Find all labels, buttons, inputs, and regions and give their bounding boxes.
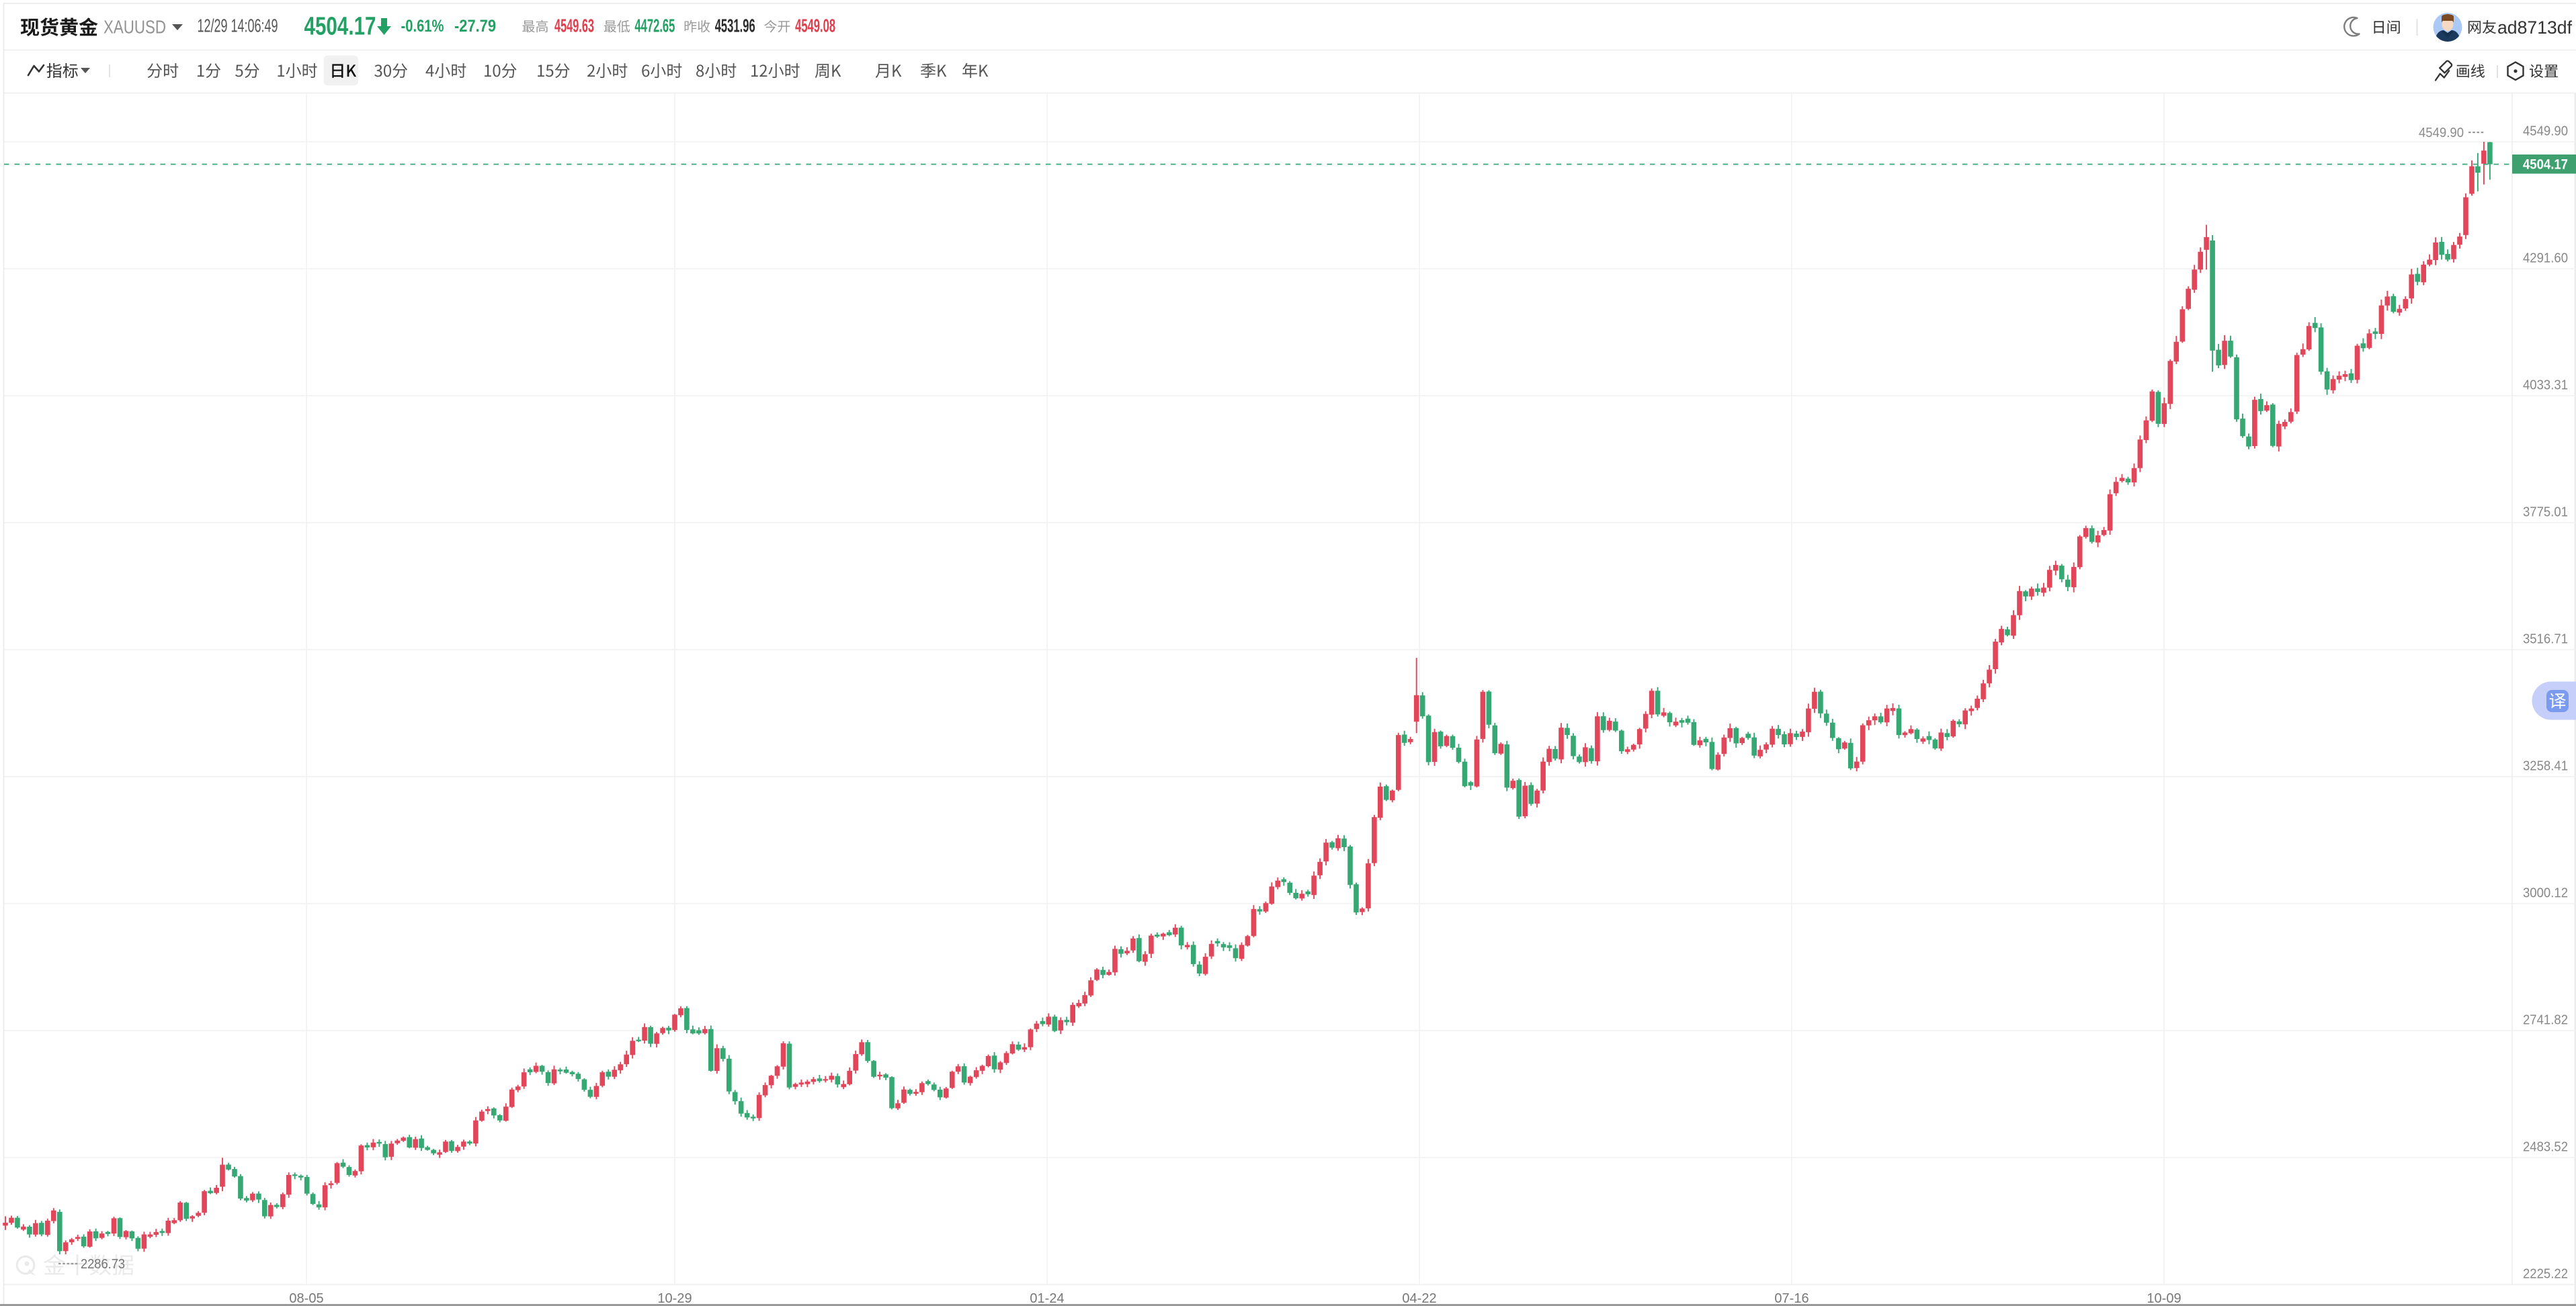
svg-text:2741.82: 2741.82 <box>2523 1013 2568 1028</box>
svg-text:4291.60: 4291.60 <box>2523 251 2568 266</box>
svg-text:-27.79: -27.79 <box>454 17 496 36</box>
svg-text:ad8713df: ad8713df <box>2497 17 2572 38</box>
svg-text:01-24: 01-24 <box>1030 1291 1064 1306</box>
svg-text:4549.90: 4549.90 <box>2523 124 2568 139</box>
svg-text:3775.01: 3775.01 <box>2523 505 2568 520</box>
svg-text:4504.17: 4504.17 <box>2523 157 2568 173</box>
svg-text:4531.96: 4531.96 <box>715 15 755 36</box>
svg-text:4472.65: 4472.65 <box>634 15 675 36</box>
svg-text:04-22: 04-22 <box>1402 1291 1436 1306</box>
svg-text:3000.12: 3000.12 <box>2523 886 2568 901</box>
svg-text:2286.73: 2286.73 <box>81 1257 125 1272</box>
svg-text:10-29: 10-29 <box>657 1291 692 1306</box>
svg-text:-0.61%: -0.61% <box>401 17 444 36</box>
svg-text:07-16: 07-16 <box>1774 1291 1809 1306</box>
svg-text:XAUUSD: XAUUSD <box>103 16 166 37</box>
svg-text:4549.08: 4549.08 <box>795 15 835 36</box>
svg-text:4504.17: 4504.17 <box>304 13 376 41</box>
svg-text:3516.71: 3516.71 <box>2523 632 2568 647</box>
svg-text:4549.90: 4549.90 <box>2419 126 2464 140</box>
svg-text:12/29 14:06:49: 12/29 14:06:49 <box>198 15 278 36</box>
svg-text:2483.52: 2483.52 <box>2523 1140 2568 1155</box>
svg-text:3258.41: 3258.41 <box>2523 759 2568 774</box>
svg-text:08-05: 08-05 <box>289 1291 323 1306</box>
svg-text:10-09: 10-09 <box>2147 1291 2181 1306</box>
svg-text:4549.63: 4549.63 <box>554 15 594 36</box>
svg-text:4033.31: 4033.31 <box>2523 378 2568 393</box>
svg-text:2225.22: 2225.22 <box>2523 1267 2568 1282</box>
